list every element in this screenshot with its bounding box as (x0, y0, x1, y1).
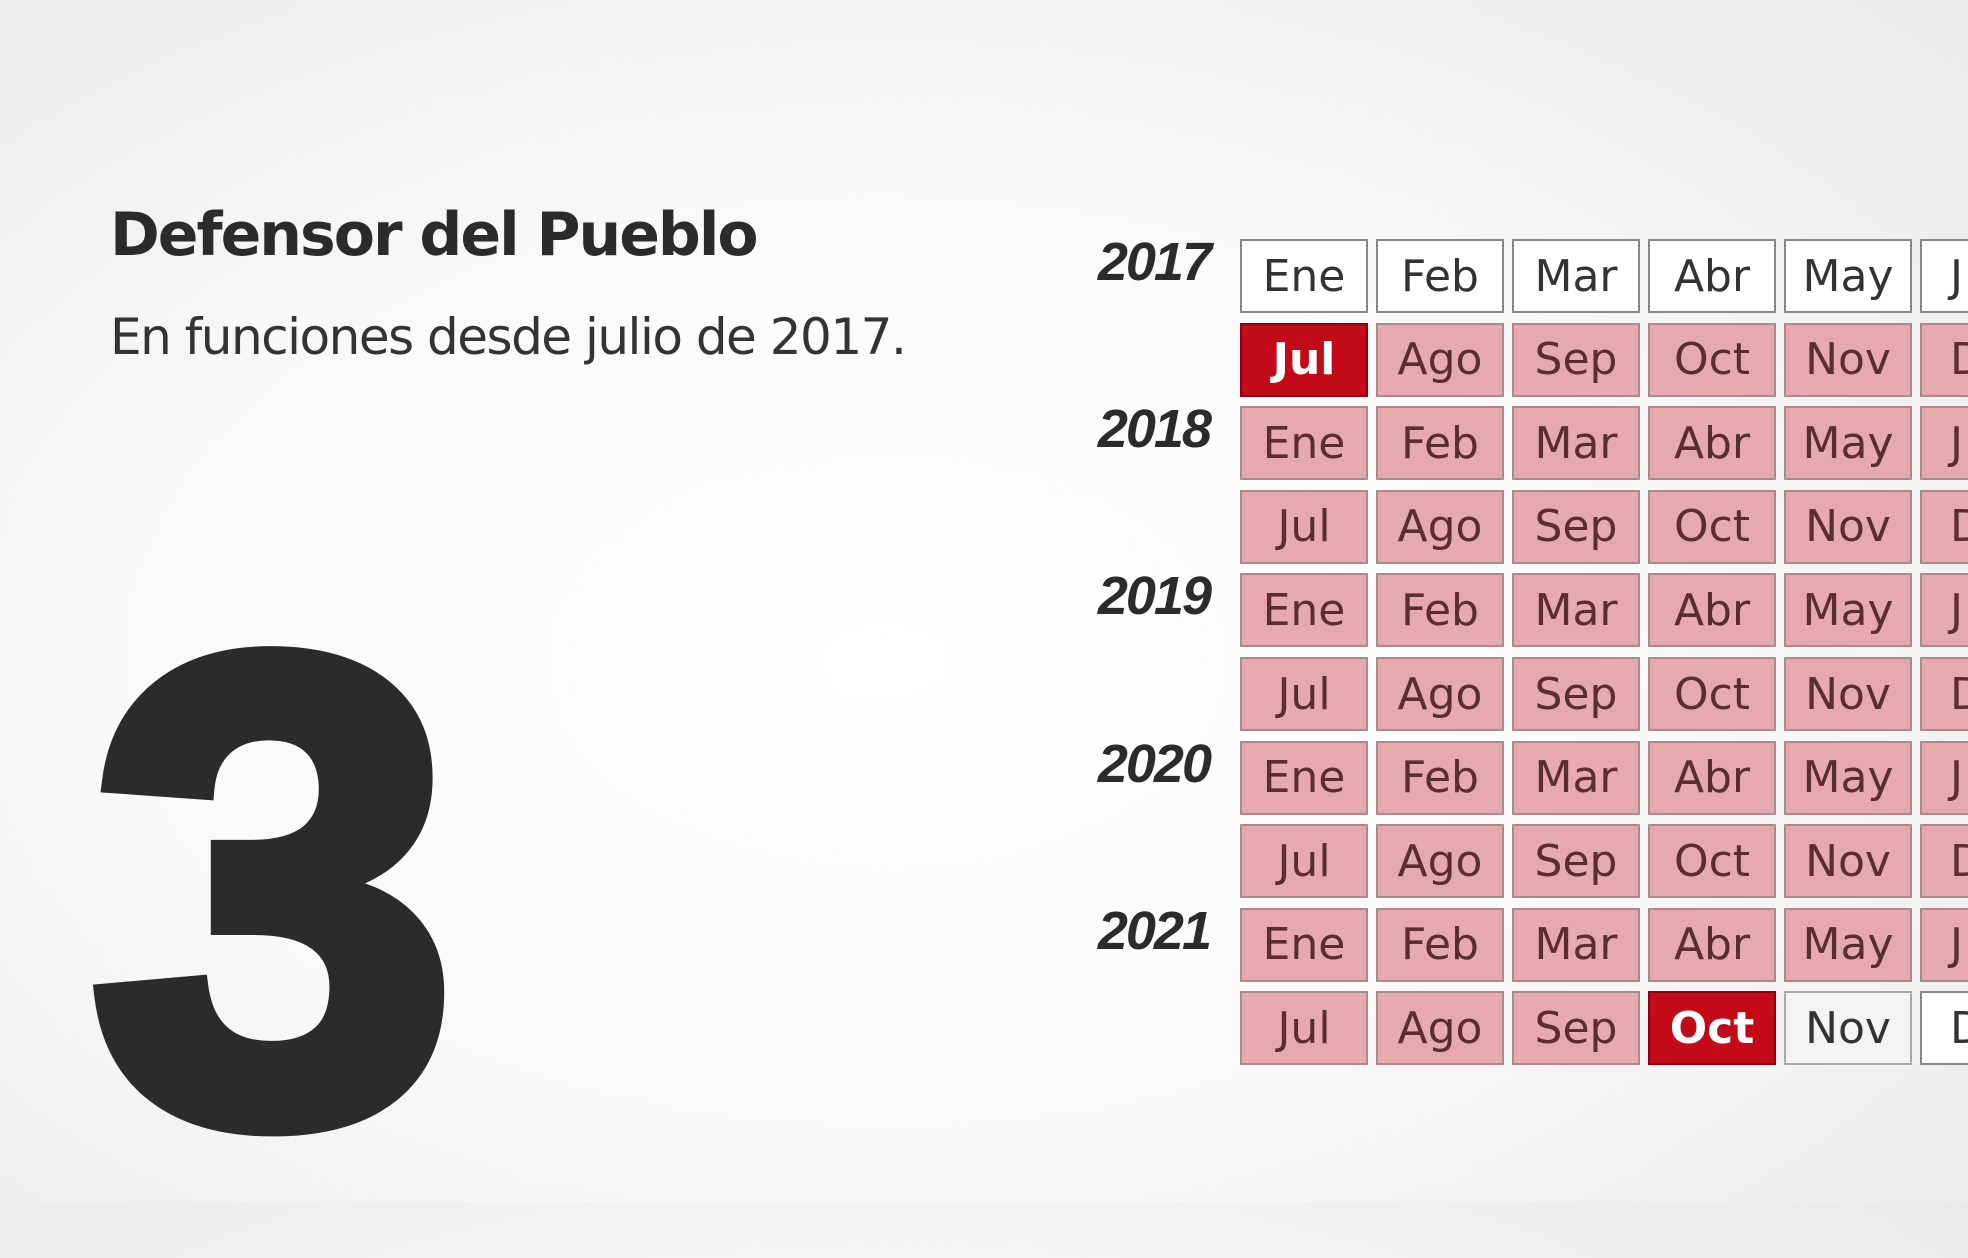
year-label: 2021 (1097, 900, 1212, 961)
month-cell: May (1784, 406, 1912, 481)
month-cell: Feb (1376, 907, 1504, 982)
month-cell: Nov (1784, 657, 1912, 731)
title: Defensor del Pueblo (110, 200, 759, 270)
month-cell: D (1920, 824, 1968, 899)
page: {"header": {"title": "Defensor del Puebl… (0, 0, 1968, 1231)
month-cell: Ene (1240, 406, 1368, 481)
month-cell: Mar (1512, 907, 1640, 982)
month-cell: D (1920, 991, 1968, 1066)
month-cell: Oct (1648, 322, 1776, 397)
month-cell: Abr (1648, 907, 1776, 982)
month-cell: Nov (1784, 824, 1912, 899)
month-cell: Jul (1240, 824, 1368, 899)
month-cell: Feb (1376, 573, 1504, 648)
month-cell: Ene (1240, 239, 1368, 313)
month-cell: Abr (1648, 239, 1776, 313)
year-label: 2018 (1097, 399, 1212, 460)
month-cell: D (1920, 657, 1968, 731)
month-cell: J (1920, 573, 1968, 648)
month-cell: Sep (1512, 991, 1640, 1066)
month-cell: J (1920, 406, 1968, 481)
month-cell: May (1784, 740, 1912, 815)
month-cell: Oct (1648, 824, 1776, 899)
month-cell: Ene (1240, 907, 1368, 982)
month-cell: Jul (1240, 489, 1368, 564)
month-cell: Feb (1376, 740, 1504, 815)
month-cell: Oct (1648, 489, 1776, 564)
month-cell: Jul (1240, 991, 1368, 1066)
month-cell: Abr (1648, 406, 1776, 481)
month-cell: Sep (1512, 824, 1640, 899)
month-cell: Ago (1376, 322, 1504, 397)
year-label: 2017 (1097, 232, 1212, 292)
month-cell: Nov (1784, 991, 1912, 1066)
month-cell: Mar (1512, 573, 1640, 648)
month-cell: J (1920, 740, 1968, 815)
month-cell: J (1920, 239, 1968, 313)
month-cell: Ene (1240, 573, 1368, 648)
month-cell: Mar (1512, 406, 1640, 481)
month-cell: Ene (1240, 740, 1368, 815)
month-cell: J (1920, 907, 1968, 982)
month-cell: D (1920, 322, 1968, 397)
month-cell: May (1784, 573, 1912, 648)
month-cell: Oct (1648, 991, 1776, 1066)
month-cell: Jul (1240, 322, 1368, 397)
month-cell: Feb (1376, 406, 1504, 481)
month-cell: Oct (1648, 657, 1776, 731)
year-label: 2020 (1097, 733, 1212, 794)
month-cell: Abr (1648, 740, 1776, 815)
month-cell: Nov (1784, 489, 1912, 564)
month-cell: Mar (1512, 239, 1640, 313)
month-cell: May (1784, 239, 1912, 313)
month-cell: D (1920, 489, 1968, 564)
month-cell: Ago (1376, 824, 1504, 899)
month-cell: Sep (1512, 489, 1640, 564)
month-cell: Ago (1376, 991, 1504, 1066)
month-cell: Mar (1512, 740, 1640, 815)
month-cell: Sep (1512, 657, 1640, 731)
month-cell: Feb (1376, 239, 1504, 313)
month-cell: Jul (1240, 657, 1368, 731)
month-cell: Ago (1376, 657, 1504, 731)
big-number: 3 (79, 521, 468, 1258)
subtitle: En funciones desde julio de 2017. (110, 308, 907, 366)
month-cell: Abr (1648, 573, 1776, 648)
month-cell: Ago (1376, 489, 1504, 564)
month-cell: Sep (1512, 322, 1640, 397)
year-label: 2019 (1097, 566, 1212, 627)
month-cell: Nov (1784, 322, 1912, 397)
month-cell: May (1784, 907, 1912, 982)
